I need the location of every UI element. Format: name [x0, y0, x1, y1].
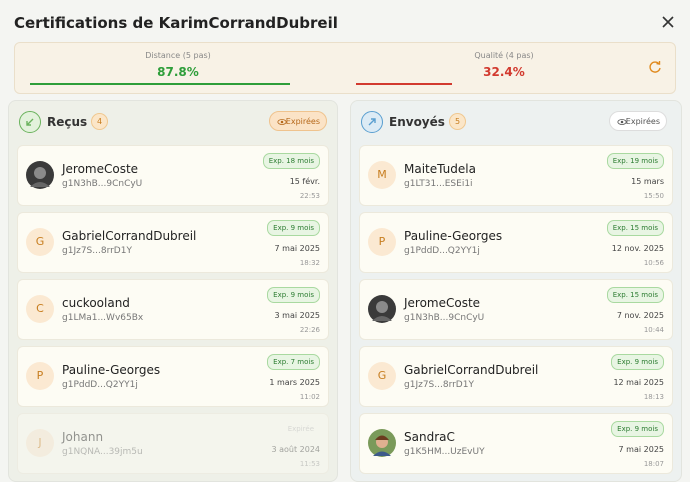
column-title: Envoyés: [389, 115, 445, 129]
member-key: g1K5HM...UzEvUY: [404, 447, 485, 457]
avatar: J: [26, 429, 54, 457]
stat-value: 32.4%: [483, 65, 525, 79]
refresh-button[interactable]: [648, 60, 662, 74]
expiry-badge: Exp. 19 mois: [606, 153, 664, 169]
count-badge: 5: [449, 113, 466, 130]
expiry-badge: Expirée: [287, 425, 314, 433]
member-key: g1N3hB...9CnCyU: [62, 179, 143, 189]
avatar: P: [26, 362, 54, 390]
progress-bar: [30, 83, 290, 85]
cert-date: 7 mai 2025: [618, 445, 664, 454]
avatar: P: [368, 228, 396, 256]
stats-box: Distance (5 pas) 87.8% Qualité (4 pas) 32.4…: [14, 42, 676, 94]
certification-card[interactable]: P Pauline-Georges g1PddD...Q2YY1j Exp. 15 m…: [359, 212, 673, 273]
certification-card[interactable]: G GabrielCorrandDubreil g1Jz7S...8rrD1Y Exp…: [359, 346, 673, 407]
member-key: g1LT31...ESEi1i: [404, 179, 473, 189]
cert-time: 11:53: [299, 460, 320, 468]
stat: Qualité (4 pas) 32.4%: [341, 43, 667, 93]
expiry-badge: Exp. 9 mois: [611, 421, 664, 437]
cert-date: 15 févr.: [289, 177, 320, 186]
member-name: cuckooland: [62, 296, 130, 310]
member-key: g1Jz7S...8rrD1Y: [404, 380, 474, 390]
expiry-badge: Exp. 7 mois: [267, 354, 320, 370]
progress-track: [356, 83, 652, 85]
avatar-photo: [368, 295, 396, 323]
certification-card[interactable]: JeromeCoste g1N3hB...9CnCyU Exp. 18 mois 15…: [17, 145, 329, 206]
column-header: Envoyés 5 Expirées: [351, 109, 681, 135]
cert-time: 15:50: [643, 192, 664, 200]
member-name: Pauline-Georges: [62, 363, 161, 377]
stat-label: Qualité (4 pas): [474, 51, 534, 60]
member-name: JeromeCoste: [404, 296, 481, 310]
member-name: JeromeCoste: [62, 162, 139, 176]
avatar: C: [26, 295, 54, 323]
expiry-badge: Exp. 15 mois: [606, 287, 664, 303]
cert-time: 18:07: [643, 460, 664, 468]
member-key: g1LMa1...Wv65Bx: [62, 313, 144, 323]
cert-date: 1 mars 2025: [269, 378, 320, 387]
member-key: g1PddD...Q2YY1j: [62, 380, 138, 390]
progress-track: [30, 83, 326, 85]
expiry-badge: Exp. 9 mois: [611, 354, 664, 370]
avatar-photo: [26, 161, 54, 189]
toggle-label: Expirées: [625, 117, 660, 126]
member-name: SandraC: [404, 430, 455, 444]
avatar: G: [26, 228, 54, 256]
cert-date: 3 août 2024: [271, 445, 320, 454]
member-name: MaiteTudela: [404, 162, 476, 176]
received-panel: Reçus 4 Expirées JeromeCoste g1N3hB...9CnCyU…: [8, 100, 338, 482]
sent-panel: Envoyés 5 Expirées M MaiteTudela g1LT31...ESE…: [350, 100, 682, 482]
member-name: GabrielCorrandDubreil: [62, 229, 197, 243]
cert-date: 12 mai 2025: [613, 378, 664, 387]
cert-time: 10:44: [643, 326, 664, 334]
count-badge: 4: [91, 113, 108, 130]
stat: Distance (5 pas) 87.8%: [15, 43, 341, 93]
column-icon: [19, 111, 41, 133]
expiry-badge: Exp. 9 mois: [267, 287, 320, 303]
avatar-photo: [368, 429, 396, 457]
column-header: Reçus 4 Expirées: [9, 109, 337, 135]
expiry-badge: Exp. 18 mois: [262, 153, 320, 169]
certification-card[interactable]: M MaiteTudela g1LT31...ESEi1i Exp. 19 mois 1…: [359, 145, 673, 206]
avatar: G: [368, 362, 396, 390]
cert-time: 22:26: [299, 326, 320, 334]
expiry-badge: Exp. 15 mois: [606, 220, 664, 236]
cert-date: 7 mai 2025: [274, 244, 320, 253]
member-name: Johann: [62, 430, 104, 444]
member-name: GabrielCorrandDubreil: [404, 363, 539, 377]
cert-time: 11:02: [299, 393, 320, 401]
certification-card[interactable]: J Johann g1NQNA...39jm5u Expirée 3 août 2024…: [17, 413, 329, 474]
cert-time: 18:32: [299, 259, 320, 267]
avatar: M: [368, 161, 396, 189]
cert-date: 12 nov. 2025: [611, 244, 664, 253]
cert-time: 22:53: [299, 192, 320, 200]
certification-card[interactable]: P Pauline-Georges g1PddD...Q2YY1j Exp. 7 mo…: [17, 346, 329, 407]
stat-label: Distance (5 pas): [145, 51, 211, 60]
certification-card[interactable]: JeromeCoste g1N3hB...9CnCyU Exp. 15 mois 7 …: [359, 279, 673, 340]
member-key: g1NQNA...39jm5u: [62, 447, 143, 457]
member-key: g1Jz7S...8rrD1Y: [62, 246, 132, 256]
cert-time: 18:13: [643, 393, 664, 401]
member-name: Pauline-Georges: [404, 229, 503, 243]
member-key: g1N3hB...9CnCyU: [404, 313, 485, 323]
column-title: Reçus: [47, 115, 88, 129]
cert-date: 7 nov. 2025: [616, 311, 664, 320]
certification-card[interactable]: SandraC g1K5HM...UzEvUY Exp. 9 mois 7 mai 2…: [359, 413, 673, 474]
close-button[interactable]: [658, 12, 678, 32]
expired-toggle[interactable]: Expirées: [609, 111, 667, 131]
cert-date: 15 mars: [631, 177, 664, 186]
expiry-badge: Exp. 9 mois: [267, 220, 320, 236]
cert-time: 10:56: [643, 259, 664, 267]
cert-date: 3 mai 2025: [274, 311, 320, 320]
member-key: g1PddD...Q2YY1j: [404, 246, 480, 256]
certification-card[interactable]: G GabrielCorrandDubreil g1Jz7S...8rrD1Y Exp…: [17, 212, 329, 273]
dialog-title: Certifications de KarimCorrandDubreil: [14, 14, 338, 32]
stat-value: 87.8%: [157, 65, 199, 79]
expired-toggle[interactable]: Expirées: [269, 111, 327, 131]
column-icon: [361, 111, 383, 133]
progress-bar: [356, 83, 452, 85]
toggle-label: Expirées: [285, 117, 320, 126]
